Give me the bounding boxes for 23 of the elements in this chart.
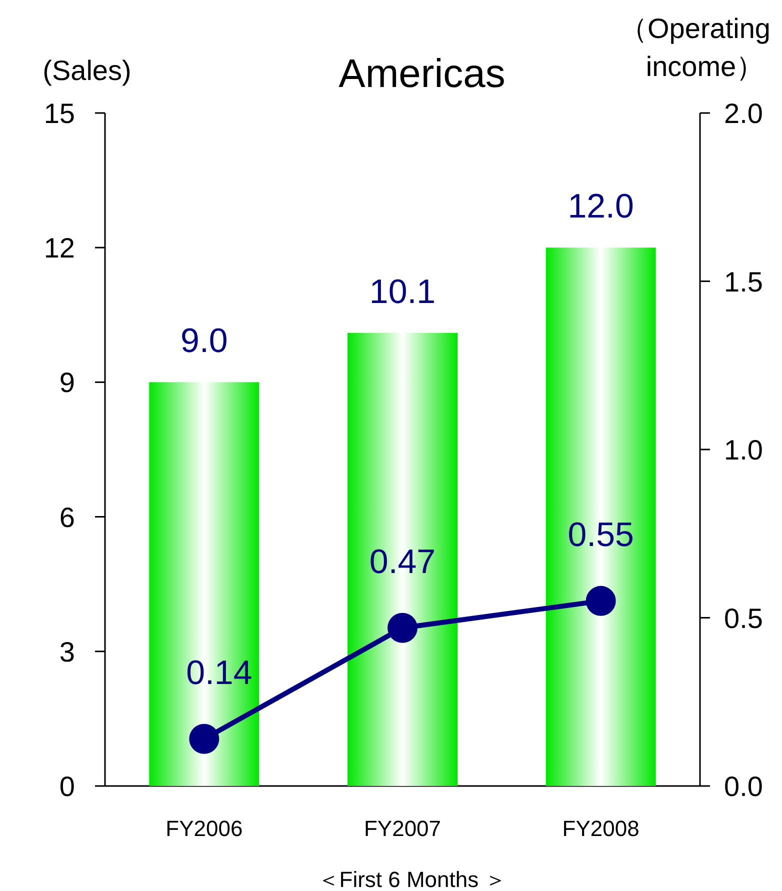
data-label: 10.1 <box>369 272 436 311</box>
x-tick: FY2006 <box>166 816 243 841</box>
data-label: 9.0 <box>180 322 228 360</box>
y-tick: 0 <box>59 771 75 802</box>
y2-tick: 1.5 <box>724 266 763 298</box>
annotation: ＜First 6 Months ＞ <box>317 867 507 891</box>
data-label: 0.55 <box>568 516 634 554</box>
y2-tick: 1.0 <box>724 434 763 466</box>
y-tick: 6 <box>59 502 75 533</box>
y2-label: （Operating income） <box>620 13 770 82</box>
y-tick: 9 <box>59 367 75 398</box>
y-tick: 12 <box>44 232 75 264</box>
y2-tick: 0.0 <box>724 771 763 802</box>
y-tick: 3 <box>59 636 75 668</box>
y2-tick: 0.5 <box>724 602 763 634</box>
title: Americas <box>338 52 506 96</box>
y2-tick: 2.0 <box>724 98 763 129</box>
x-tick: FY2008 <box>562 816 640 841</box>
data-label: 12.0 <box>568 188 634 226</box>
y-label: (Sales) <box>42 55 132 86</box>
x-tick: FY2007 <box>364 816 442 841</box>
y-tick: 15 <box>44 98 75 129</box>
data-label: 0.47 <box>369 542 436 581</box>
